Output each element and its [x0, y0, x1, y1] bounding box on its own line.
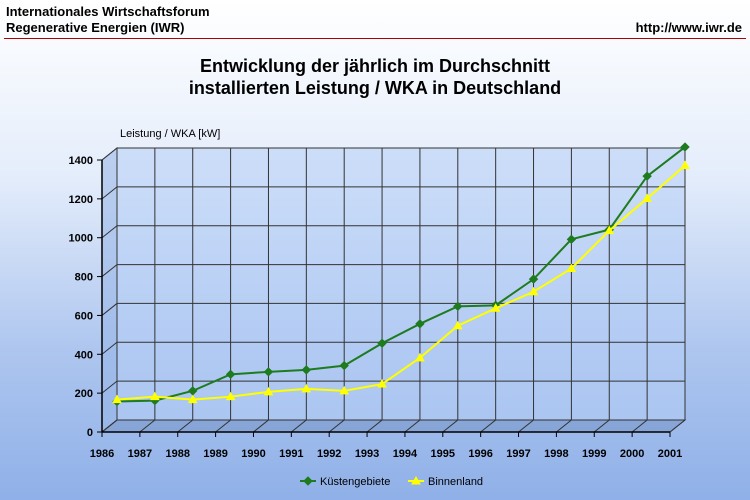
chart-legend: Küstengebiete Binnenland: [300, 475, 483, 488]
data-point-binnenland: [225, 391, 236, 401]
data-point-k-stengebiete: [301, 365, 312, 375]
y-tick-label: 800: [75, 272, 93, 284]
x-tick-label: 1986: [90, 448, 114, 460]
data-point-binnenland: [150, 391, 160, 401]
data-point-binnenland: [301, 383, 312, 393]
chart-title-line2: installierten Leistung / WKA in Deutschl…: [188, 78, 562, 98]
x-tick-label: 1989: [203, 448, 227, 460]
x-gridline: [442, 148, 459, 433]
chart-axes: 0 200 400 600 800 1000 1200 1400 1986 1987 1988 198…: [69, 155, 683, 460]
chart-floor: [100, 419, 687, 433]
chart-title-line1: Entwicklung der jährlich im Durchschnitt: [199, 56, 551, 76]
legend-marker-binnenland: [411, 475, 421, 485]
data-point-binnenland: [339, 385, 350, 395]
x-gridline: [291, 148, 307, 433]
data-point-binnenland: [415, 352, 425, 362]
data-point-binnenland: [604, 225, 615, 235]
x-gridline: [139, 148, 156, 433]
chart-back-wall: [116, 147, 686, 421]
data-point-k-stengebiete: [415, 319, 425, 329]
x-gridline: [404, 148, 421, 433]
y-tick-label: 200: [75, 388, 93, 400]
org-name-line1: Internationales Wirtschaftsforum: [6, 4, 210, 19]
x-gridline: [101, 148, 118, 433]
x-gridline: [480, 148, 497, 433]
data-point-binnenland: [566, 263, 577, 272]
data-point-binnenland: [452, 320, 463, 330]
series-k-stengebiete: [112, 142, 690, 407]
legend-label-binnenland: Binnenland: [428, 476, 483, 488]
org-name-line2: Regenerative Energien (IWR): [6, 20, 185, 35]
y-tick-label: 400: [75, 349, 93, 361]
x-gridline: [215, 148, 232, 433]
chart-side-wall: [101, 146, 118, 434]
data-point-k-stengebiete: [528, 274, 539, 284]
x-tick-label: 2000: [620, 448, 644, 460]
x-tick-label: 1994: [393, 448, 418, 460]
data-point-k-stengebiete: [225, 369, 236, 380]
data-point-binnenland: [642, 193, 652, 203]
chart-walls: [100, 146, 687, 434]
data-point-k-stengebiete: [339, 360, 349, 371]
x-tick-label: 1988: [165, 448, 189, 460]
series-binnenland: [112, 160, 690, 404]
x-gridline: [593, 148, 610, 433]
legend-item-binnenland: Binnenland: [408, 475, 483, 488]
data-point-binnenland: [187, 394, 198, 404]
x-tick-label: 1999: [582, 448, 606, 460]
x-gridline: [253, 148, 269, 433]
data-point-binnenland: [263, 386, 274, 396]
legend-marker-k-stengebiete: [303, 476, 313, 486]
data-point-binnenland: [112, 394, 122, 404]
x-tick-label: 1998: [544, 448, 568, 460]
x-tick-label: 1995: [431, 448, 455, 460]
x-tick-label: 1996: [468, 448, 492, 460]
x-tick-label: 1990: [241, 448, 265, 460]
x-gridline: [177, 148, 194, 433]
data-point-binnenland: [528, 286, 539, 296]
series-line-k-stengebiete: [116, 146, 686, 403]
x-tick-label: 1991: [279, 448, 303, 460]
x-gridline: [328, 148, 345, 433]
data-point-binnenland: [680, 160, 690, 169]
series-line-binnenland: [116, 164, 686, 401]
header-divider: [4, 38, 746, 39]
y-tick-label: 0: [87, 427, 93, 439]
data-point-k-stengebiete: [642, 171, 652, 181]
chart-series: [112, 142, 690, 407]
x-tick-label: 1993: [355, 448, 379, 460]
x-tick-label: 1997: [506, 448, 530, 460]
x-gridline: [631, 148, 648, 433]
y-tick-label: 1400: [69, 155, 93, 167]
data-point-binnenland: [490, 303, 501, 312]
data-point-k-stengebiete: [263, 367, 274, 377]
legend-item-k-stengebiete: Küstengebiete: [300, 476, 390, 488]
data-point-k-stengebiete: [453, 301, 463, 312]
x-tick-label: 2001: [658, 448, 682, 460]
y-tick-label: 1000: [69, 233, 93, 245]
x-gridline: [518, 148, 535, 433]
data-point-binnenland: [377, 379, 387, 388]
data-point-k-stengebiete: [377, 338, 387, 348]
y-tick-label: 600: [75, 310, 93, 322]
y-axis-label: Leistung / WKA [kW]: [120, 128, 220, 140]
data-point-k-stengebiete: [680, 142, 690, 152]
legend-label-k-stengebiete: Küstengebiete: [320, 476, 390, 488]
x-tick-label: 1992: [317, 448, 341, 460]
x-tick-label: 1987: [128, 448, 152, 460]
x-gridline: [669, 148, 686, 433]
data-point-k-stengebiete: [566, 234, 577, 245]
website-url[interactable]: http://www.iwr.de: [635, 20, 742, 35]
x-gridline: [366, 148, 383, 433]
y-tick-label: 1200: [69, 194, 93, 206]
